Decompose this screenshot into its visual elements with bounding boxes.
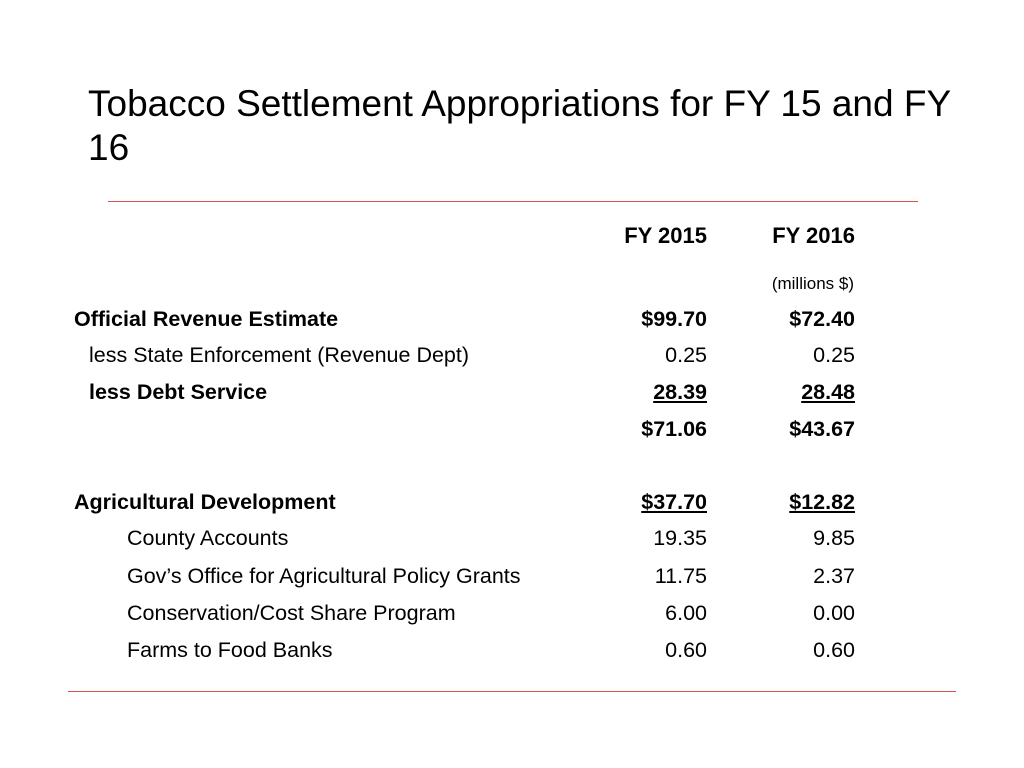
row-value-fy2016: $12.82 — [789, 490, 855, 514]
row-value-fy2016: 0.25 — [813, 343, 855, 367]
row-value-fy2015: 0.60 — [665, 638, 707, 662]
slide-title: Tobacco Settlement Appropriations for FY… — [88, 83, 951, 168]
table-row-policy-grants: Gov’s Office for Agricultural Policy Gra… — [0, 561, 1024, 591]
row-value-fy2015: $99.70 — [641, 307, 707, 331]
row-label: Official Revenue Estimate — [74, 307, 339, 331]
row-value-fy2015: 19.35 — [653, 526, 707, 550]
row-value-fy2016: 0.00 — [813, 601, 855, 625]
top-divider — [108, 201, 918, 202]
row-label: Agricultural Development — [74, 490, 336, 514]
row-value-fy2016: 9.85 — [813, 526, 855, 550]
table-row-county-accounts: County Accounts 19.35 9.85 — [0, 523, 1024, 553]
table-row-conservation-cost-share: Conservation/Cost Share Program 6.00 0.0… — [0, 598, 1024, 628]
row-value-fy2016: 2.37 — [813, 564, 855, 588]
table-row-subtotal: $71.06 $43.67 — [0, 414, 1024, 444]
row-value-fy2015: 11.75 — [654, 564, 707, 588]
row-value-fy2016: 0.60 — [813, 638, 855, 662]
row-label: Gov’s Office for Agricultural Policy Gra… — [127, 564, 521, 588]
table-row-debt-service: less Debt Service 28.39 28.48 — [0, 377, 1024, 407]
row-value-fy2016: $43.67 — [789, 417, 855, 441]
row-value-fy2016: 28.48 — [801, 380, 855, 404]
row-label: less State Enforcement (Revenue Dept) — [89, 343, 470, 367]
row-label: County Accounts — [127, 526, 289, 550]
column-header-row: FY 2015 FY 2016 — [0, 221, 1024, 251]
table-row-state-enforcement: less State Enforcement (Revenue Dept) 0.… — [0, 340, 1024, 370]
units-note: (millions $) — [771, 274, 854, 293]
row-value-fy2016: $72.40 — [789, 307, 855, 331]
row-value-fy2015: $71.06 — [641, 417, 707, 441]
column-header-fy2015: FY 2015 — [624, 223, 707, 248]
row-value-fy2015: 6.00 — [665, 601, 707, 625]
row-label: Farms to Food Banks — [127, 638, 333, 662]
table-row-farms-to-food-banks: Farms to Food Banks 0.60 0.60 — [0, 635, 1024, 665]
row-label: less Debt Service — [89, 380, 268, 404]
column-header-fy2016: FY 2016 — [772, 223, 855, 248]
bottom-divider — [68, 691, 956, 692]
row-label: Conservation/Cost Share Program — [127, 601, 456, 625]
row-value-fy2015: $37.70 — [641, 490, 707, 514]
row-value-fy2015: 28.39 — [653, 380, 707, 404]
table-row-agricultural-development: Agricultural Development $37.70 $12.82 — [0, 487, 1024, 517]
table-row-official-revenue-estimate: Official Revenue Estimate $99.70 $72.40 — [0, 304, 1024, 334]
row-value-fy2015: 0.25 — [665, 343, 707, 367]
